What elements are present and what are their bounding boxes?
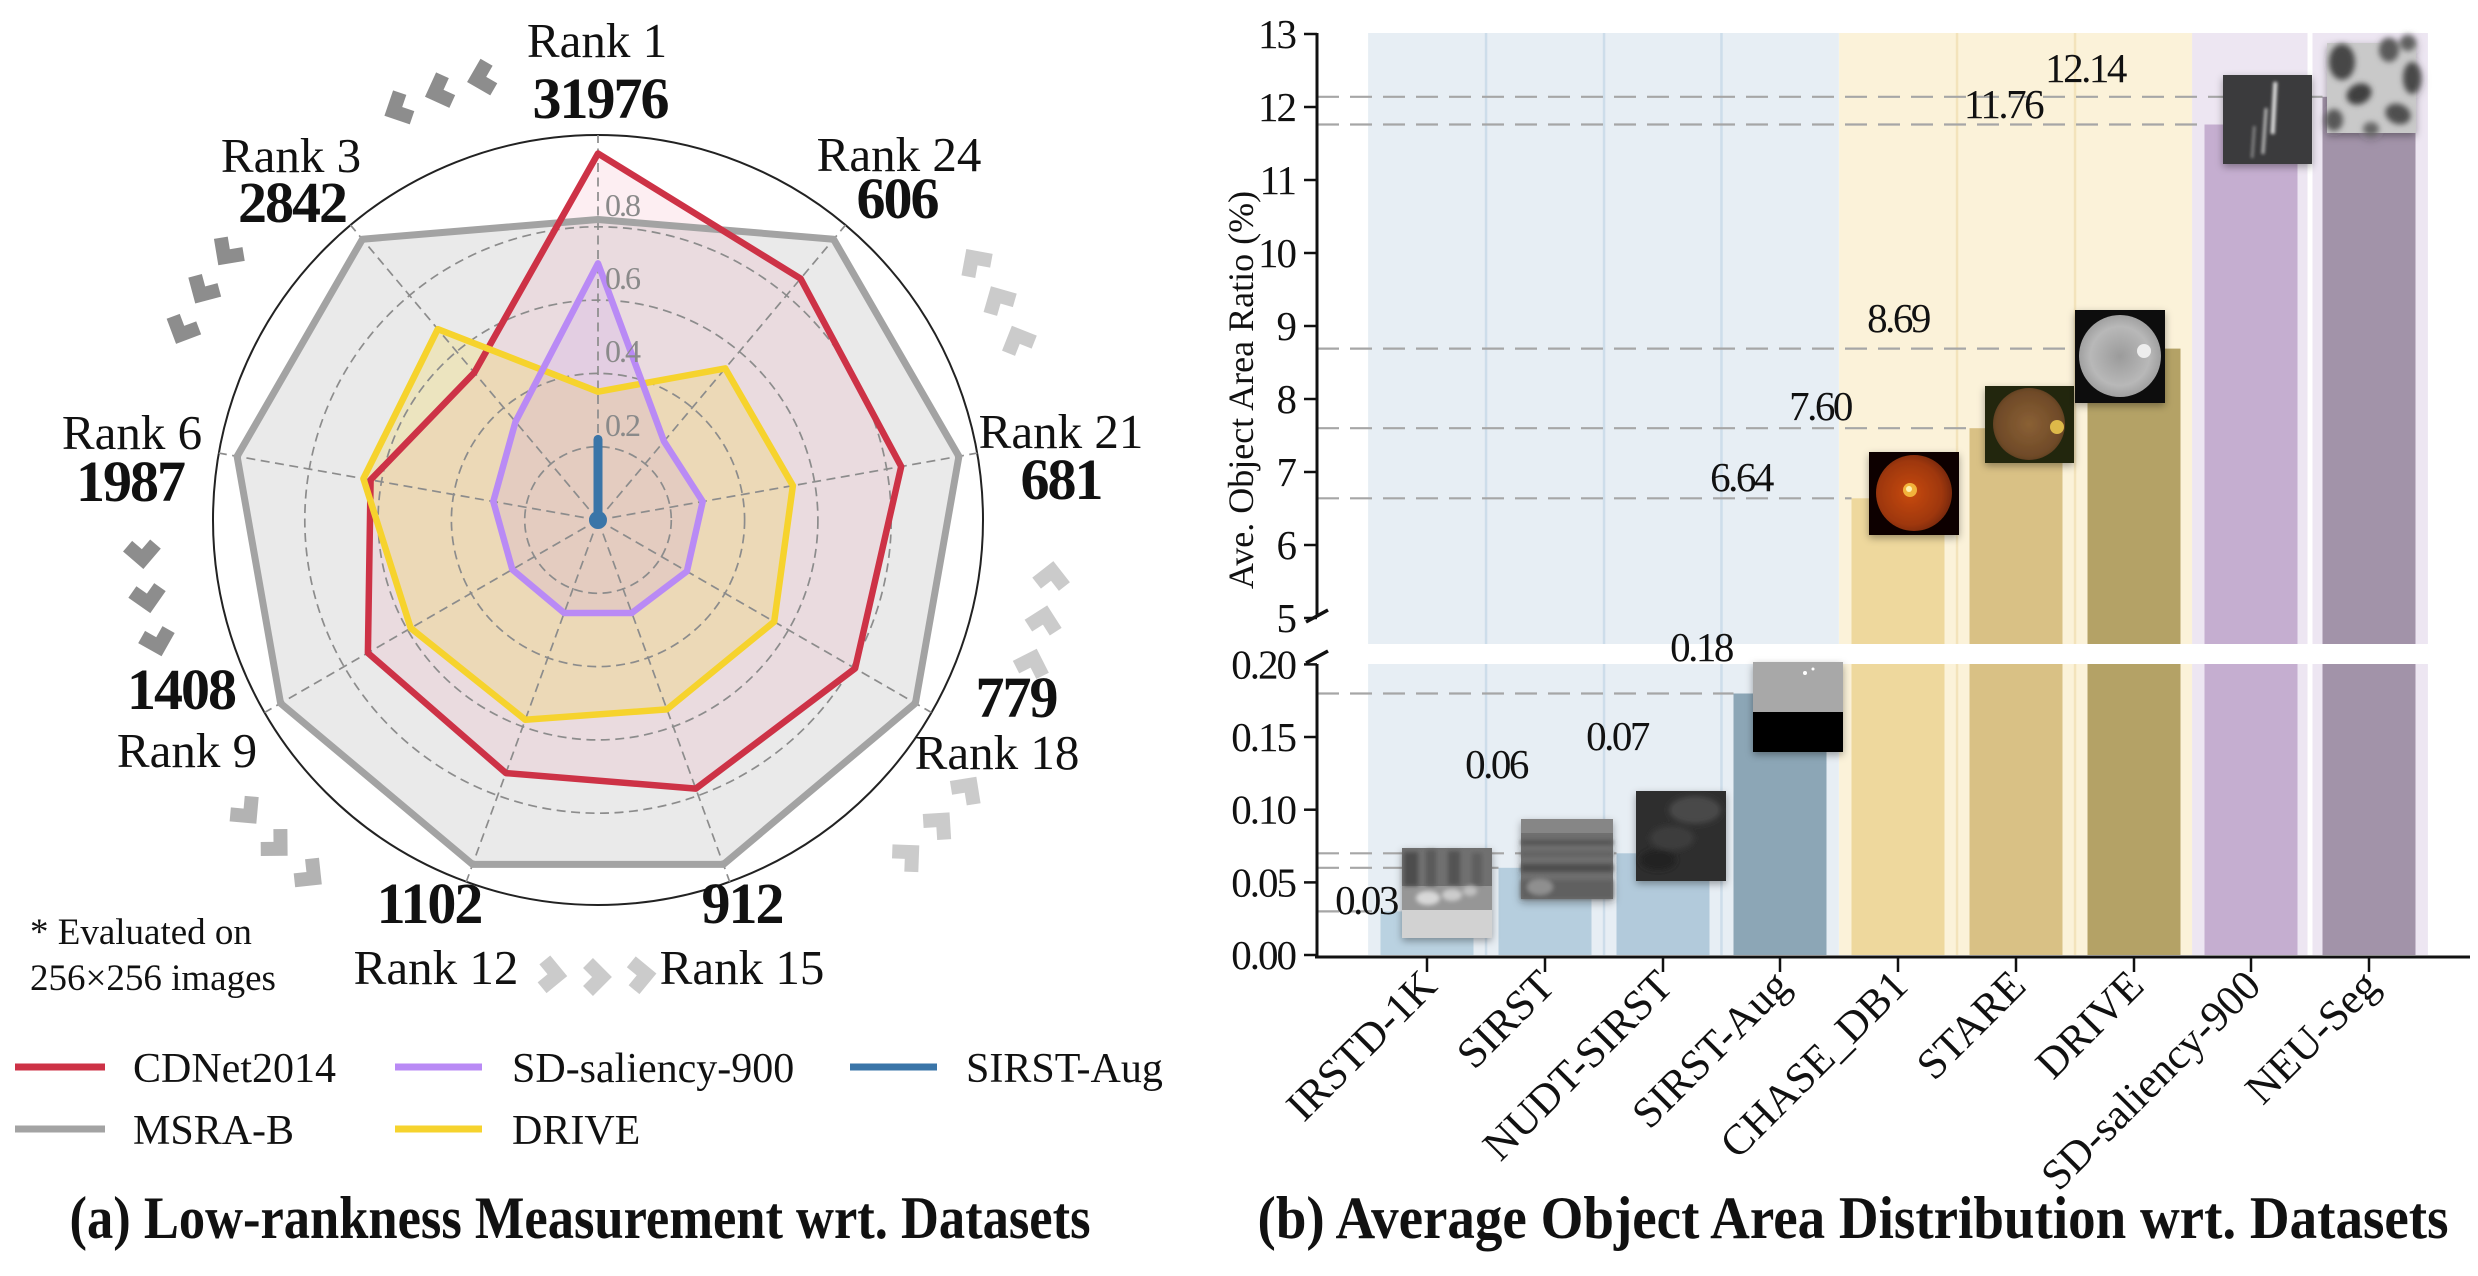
svg-text:6: 6 (1277, 522, 1297, 568)
svg-text:DRIVE: DRIVE (512, 1108, 640, 1154)
svg-text:Rank 6: Rank 6 (62, 405, 202, 460)
svg-text:0.2: 0.2 (605, 407, 640, 443)
svg-text:13: 13 (1258, 11, 1296, 57)
svg-text:0.06: 0.06 (1465, 741, 1529, 787)
svg-text:681: 681 (1021, 447, 1102, 512)
svg-text:MSRA-B: MSRA-B (133, 1108, 294, 1154)
svg-text:Rank 24: Rank 24 (817, 127, 982, 182)
svg-text:7: 7 (1277, 449, 1297, 495)
svg-text:6.64: 6.64 (1710, 454, 1774, 500)
svg-text:(a) Low-rankness Measurement w: (a) Low-rankness Measurement wrt. Datase… (70, 1185, 1091, 1251)
svg-text:* Evaluated on: * Evaluated on (30, 912, 252, 953)
svg-text:Ave. Object Area Ratio (%): Ave. Object Area Ratio (%) (1221, 191, 1261, 589)
svg-text:Rank 1: Rank 1 (527, 13, 667, 68)
svg-text:Rank 15: Rank 15 (660, 940, 825, 995)
svg-text:5: 5 (1277, 595, 1296, 641)
svg-text:0.20: 0.20 (1231, 641, 1295, 687)
svg-text:SD-saliency-900: SD-saliency-900 (512, 1046, 794, 1092)
svg-text:1987: 1987 (76, 449, 185, 514)
svg-text:SIRST-Aug: SIRST-Aug (966, 1046, 1163, 1092)
svg-text:11: 11 (1260, 157, 1296, 203)
svg-text:12: 12 (1258, 84, 1296, 130)
svg-text:31976: 31976 (533, 66, 669, 131)
svg-text:8: 8 (1277, 376, 1296, 422)
svg-text:Rank 12: Rank 12 (354, 940, 519, 995)
svg-text:Rank 21: Rank 21 (979, 404, 1144, 459)
svg-text:0.4: 0.4 (605, 333, 641, 369)
svg-text:0.10: 0.10 (1231, 787, 1295, 833)
svg-text:779: 779 (976, 665, 1057, 730)
svg-text:912: 912 (702, 871, 783, 936)
svg-text:CDNet2014: CDNet2014 (133, 1046, 336, 1092)
svg-text:0.6: 0.6 (605, 260, 641, 296)
svg-text:11.76: 11.76 (1964, 81, 2044, 127)
svg-text:1408: 1408 (127, 657, 236, 722)
svg-text:2842: 2842 (238, 170, 346, 235)
svg-text:7.60: 7.60 (1789, 383, 1852, 429)
svg-text:Rank 18: Rank 18 (915, 725, 1080, 780)
svg-text:0.05: 0.05 (1231, 859, 1295, 905)
svg-text:(b) Average Object Area Distri: (b) Average Object Area Distribution wrt… (1258, 1185, 2449, 1251)
svg-text:606: 606 (857, 166, 939, 231)
svg-text:0.18: 0.18 (1670, 624, 1733, 670)
svg-text:10: 10 (1258, 230, 1296, 276)
svg-text:0.00: 0.00 (1231, 932, 1295, 978)
svg-text:0.03: 0.03 (1335, 877, 1398, 923)
svg-text:0.8: 0.8 (605, 187, 640, 223)
svg-text:Rank 3: Rank 3 (221, 128, 361, 183)
svg-text:8.69: 8.69 (1867, 295, 1930, 341)
svg-text:12.14: 12.14 (2045, 45, 2127, 91)
svg-text:1102: 1102 (377, 871, 482, 936)
svg-text:256×256 images: 256×256 images (30, 958, 276, 999)
svg-text:0.07: 0.07 (1586, 713, 1650, 759)
svg-text:9: 9 (1277, 303, 1296, 349)
svg-text:0.15: 0.15 (1231, 714, 1295, 760)
svg-text:Rank 9: Rank 9 (117, 723, 257, 778)
